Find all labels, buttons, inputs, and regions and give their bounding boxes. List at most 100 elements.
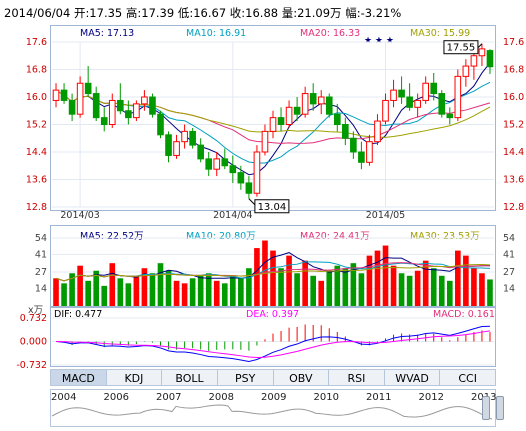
candle-body: [229, 165, 237, 174]
candle-body: [342, 124, 349, 139]
overview-year-label: 2010: [313, 392, 339, 403]
volume-bar: [238, 278, 244, 306]
macd-axis-tick-left: -0.732: [16, 360, 47, 371]
price-axis-tick-right: 15.2: [503, 120, 524, 131]
volume-bar: [334, 265, 341, 306]
volume-bar: [246, 268, 252, 306]
tab-cci[interactable]: CCI: [440, 369, 496, 386]
volume-bar: [286, 255, 292, 306]
volume-bar: [398, 273, 405, 306]
range-left-handle[interactable]: [482, 396, 490, 420]
price-axis-tick-right: 14.4: [503, 147, 524, 158]
tab-rsi[interactable]: RSI: [329, 369, 385, 386]
volume-axis-tick-right: 54: [503, 233, 515, 244]
volume-bar: [414, 270, 421, 306]
candle-body: [430, 82, 438, 95]
volume-bar: [382, 245, 389, 306]
volume-bar: [342, 268, 349, 306]
macd-dea-line: [56, 330, 491, 358]
candle-body: [350, 137, 357, 153]
candle-body: [52, 89, 60, 101]
candle-body: [141, 96, 148, 105]
price-ma30-label: MA30: 15.99: [410, 28, 471, 39]
candle-body: [213, 158, 221, 170]
tab-obv[interactable]: OBV: [273, 369, 330, 386]
high-price-label: 17.55: [447, 43, 476, 54]
price-axis-tick-left: 17.6: [26, 37, 47, 48]
tab-boll[interactable]: BOLL: [162, 369, 218, 386]
history-overview[interactable]: [50, 389, 496, 427]
volume-bar: [117, 278, 124, 306]
volume-bar: [213, 280, 220, 306]
volume-unit-label: x万: [28, 305, 44, 316]
candle-body: [478, 48, 486, 57]
price-axis-tick-left: 12.8: [26, 202, 47, 213]
candle-body: [60, 89, 68, 101]
tab-wvad[interactable]: WVAD: [384, 369, 441, 386]
volume-axis-tick-right: 14: [503, 283, 515, 294]
candle-body: [205, 158, 213, 170]
tab-psy[interactable]: PSY: [217, 369, 274, 386]
range-right-handle[interactable]: [496, 396, 504, 420]
volume-ma5-label: MA5: 22.52万: [80, 231, 144, 242]
candle-body: [245, 182, 253, 194]
candle-body: [221, 158, 229, 167]
overview-year-label: 2004: [51, 392, 77, 403]
price-x-tick: 2014/03: [60, 210, 99, 221]
macd-axis-tick-left: 0.732: [20, 313, 47, 324]
macd-dif-label: DIF: 0.477: [54, 309, 103, 320]
candle-body: [486, 50, 494, 68]
volume-bar: [77, 265, 83, 306]
volume-bar: [358, 273, 365, 306]
volume-bar: [205, 273, 212, 306]
candle-body: [133, 103, 140, 119]
macd-dif-line: [55, 325, 490, 363]
price-axis-tick-right: 13.6: [503, 175, 524, 186]
volume-bar: [133, 275, 140, 306]
volume-bar: [374, 250, 381, 306]
volume-bar: [326, 270, 333, 306]
candle-body: [108, 99, 116, 125]
price-axis-tick-left: 15.2: [26, 120, 47, 131]
candle-body: [325, 96, 333, 115]
volume-bar: [125, 283, 132, 306]
candle-body: [382, 99, 389, 122]
candle-body: [309, 93, 317, 105]
price-axis-tick-left: 16.0: [26, 92, 47, 103]
volume-bar: [302, 260, 308, 306]
volume-ma30-line: [55, 263, 491, 282]
overview-year-label: 2006: [103, 392, 129, 403]
volume-bar: [278, 268, 284, 306]
candle-body: [277, 117, 285, 125]
tab-kdj[interactable]: KDJ: [106, 369, 163, 386]
low-label-box: [254, 199, 290, 214]
candle-body: [68, 99, 76, 115]
candle-body: [438, 93, 446, 115]
candle-body: [366, 141, 373, 163]
candle-body: [406, 96, 413, 108]
volume-bar: [406, 275, 413, 306]
candle-body: [92, 93, 100, 119]
tab-macd[interactable]: MACD: [50, 369, 107, 386]
volume-bar: [366, 255, 373, 306]
candle-body: [390, 89, 397, 101]
volume-bar: [197, 275, 204, 306]
volume-bar: [294, 273, 300, 306]
candle-body: [333, 113, 341, 125]
high-pointer: [477, 43, 483, 49]
low-price-label: 13.04: [258, 202, 287, 213]
candle-body: [157, 113, 164, 136]
volume-bar: [141, 268, 148, 306]
candle-body: [84, 82, 92, 95]
candle-body: [261, 130, 269, 153]
volume-bar: [479, 273, 485, 306]
volume-axis-tick-left: 54: [35, 233, 47, 244]
volume-bar: [53, 278, 59, 306]
candle-body: [181, 130, 188, 143]
high-label-box: [443, 40, 479, 55]
volume-bar: [173, 280, 180, 306]
candle-body: [116, 99, 124, 112]
volume-bar: [181, 283, 188, 306]
